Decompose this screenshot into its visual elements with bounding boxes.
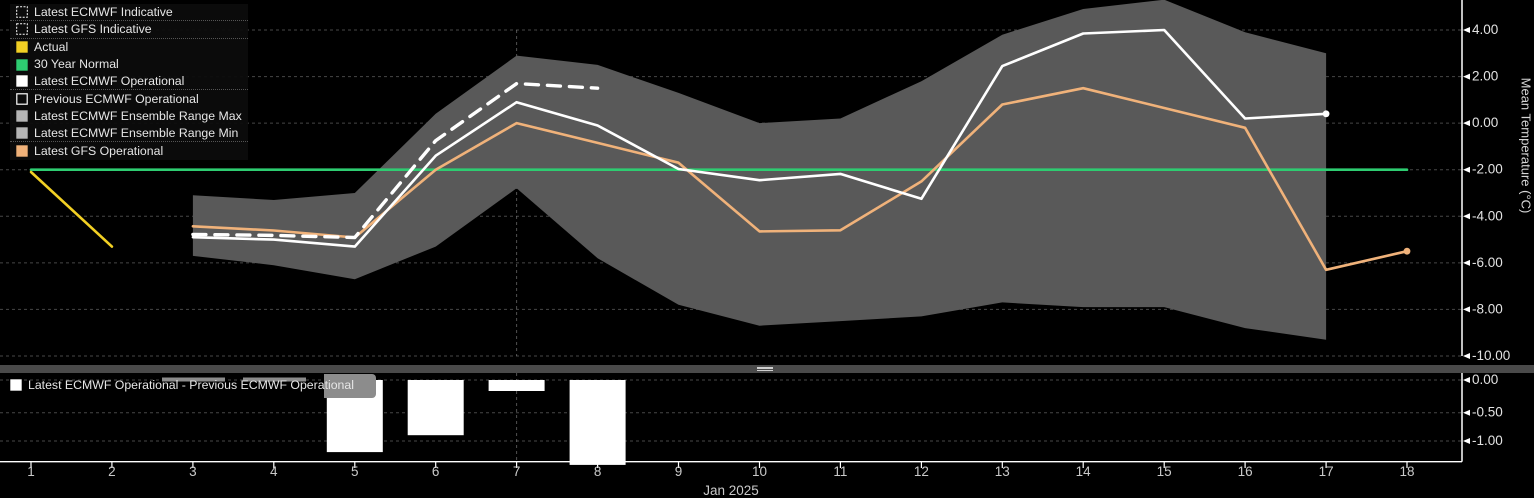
svg-text:-0.50: -0.50 — [1472, 405, 1503, 420]
svg-text:0.00: 0.00 — [1472, 372, 1498, 387]
svg-text:-1.00: -1.00 — [1472, 433, 1503, 448]
